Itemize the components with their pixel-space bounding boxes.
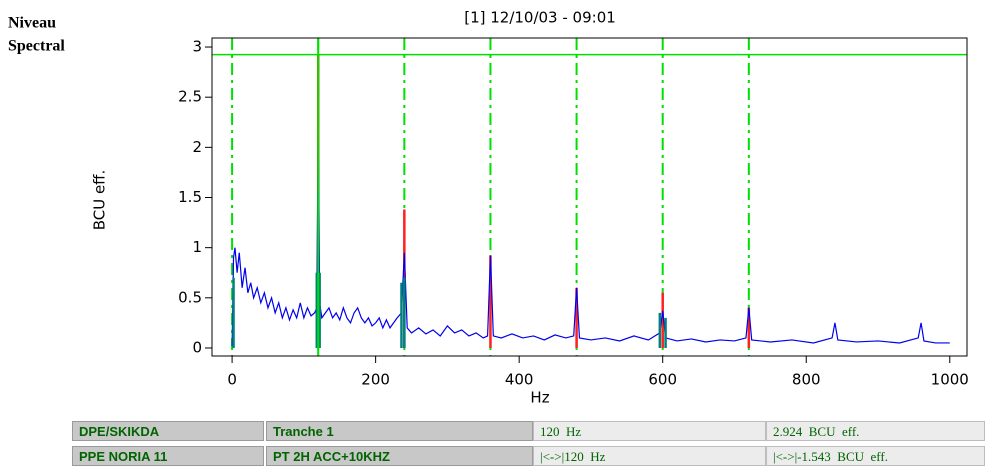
x-tick-label: 400 xyxy=(505,371,534,389)
plot-frame xyxy=(211,37,968,357)
table-cell: PT 2H ACC+10KHZ xyxy=(266,446,533,466)
table-cell: PPE NORIA 11 xyxy=(72,446,264,466)
y-tick-label: 0 xyxy=(192,338,202,356)
table-cell: Tranche 1 xyxy=(266,421,533,441)
y-axis-label: BCU eff. xyxy=(91,170,109,231)
x-tick-label: 600 xyxy=(648,371,677,389)
y-tick-label: 2.5 xyxy=(178,88,202,106)
table-cell: 120 Hz xyxy=(533,421,766,441)
x-tick-label: 200 xyxy=(361,371,390,389)
table-cell: |<->|120 Hz xyxy=(533,446,766,466)
x-tick-label: 800 xyxy=(792,371,821,389)
panel-label: Spectral xyxy=(8,38,65,55)
spectrum-line xyxy=(231,121,950,346)
y-tick-label: 1.5 xyxy=(178,188,202,206)
x-tick-label: 0 xyxy=(227,371,237,389)
y-tick-label: 1 xyxy=(192,238,202,256)
y-tick-label: 0.5 xyxy=(178,288,202,306)
x-tick-label: 1000 xyxy=(931,371,969,389)
chart-title: [1] 12/10/03 - 09:01 xyxy=(464,9,616,27)
chart: Niveau Spectral [1] 12/10/03 - 09:01 Hz … xyxy=(8,9,969,407)
y-tick-label: 2 xyxy=(192,138,202,156)
table-cell: DPE/SKIKDA xyxy=(72,421,264,441)
table-cell: 2.924 BCU eff. xyxy=(766,421,985,441)
x-axis-label: Hz xyxy=(530,389,549,407)
table-cell: |<->|-1.543 BCU eff. xyxy=(766,446,985,466)
panel-label: Niveau xyxy=(8,15,56,32)
y-tick-label: 3 xyxy=(192,38,202,56)
